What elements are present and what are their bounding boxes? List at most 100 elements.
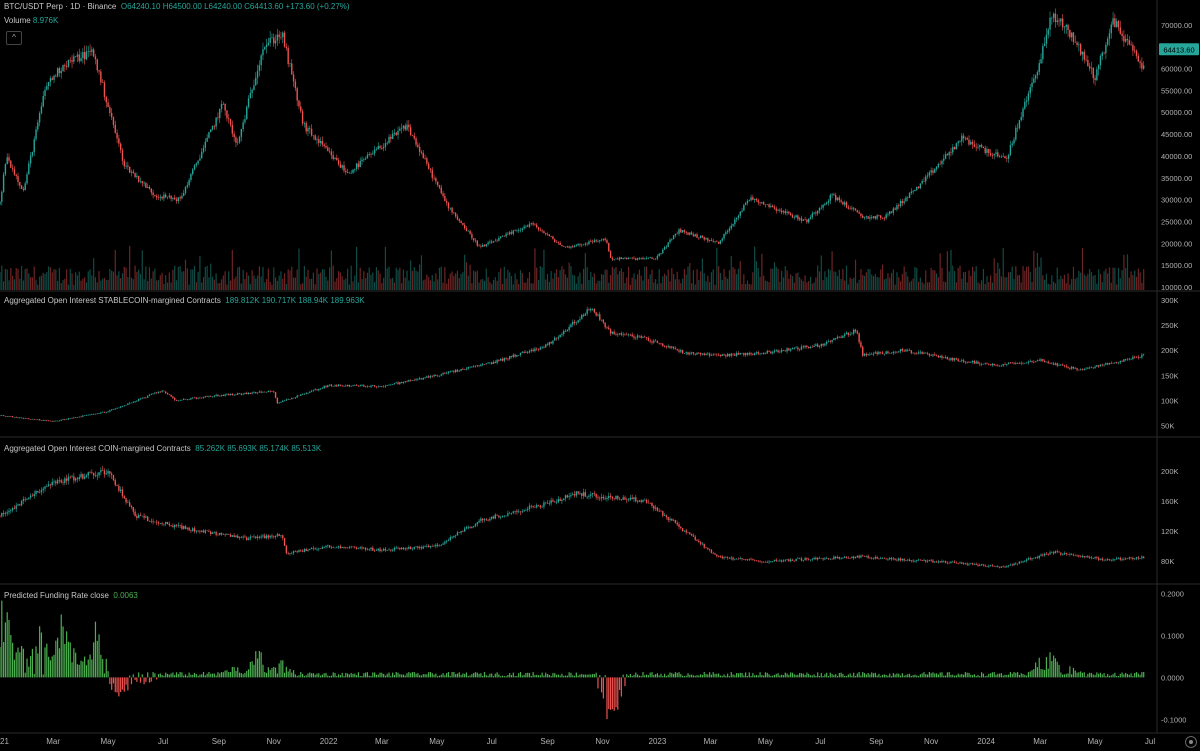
candle-body	[572, 321, 574, 325]
volume-bar	[201, 282, 203, 290]
funding-bar	[123, 677, 125, 692]
candle-body	[1092, 558, 1094, 559]
candle-body	[82, 52, 84, 59]
candle-body	[919, 351, 922, 353]
volume-bar	[404, 277, 406, 290]
candle-body	[65, 478, 68, 481]
funding-bar	[323, 673, 325, 678]
funding-bar	[55, 640, 57, 678]
funding-bar	[858, 671, 860, 678]
candle-body	[1002, 156, 1004, 157]
candle-body	[1000, 156, 1003, 158]
candle-body	[858, 212, 860, 214]
volume-bar	[669, 281, 671, 290]
funding-bar	[476, 672, 478, 678]
candle-body	[1051, 363, 1053, 365]
candle-body	[977, 146, 979, 148]
volume-bar	[727, 278, 729, 290]
candle-body	[635, 337, 637, 339]
candle-body	[561, 245, 563, 246]
volume-bar	[139, 273, 142, 290]
volume-bar	[15, 267, 17, 290]
candle-body	[836, 197, 839, 201]
funding-bar	[220, 672, 223, 678]
funding-bar	[213, 673, 215, 678]
candle-body	[60, 419, 62, 421]
candle-body	[1049, 363, 1051, 365]
candle-body	[692, 535, 695, 537]
volume-bar	[908, 282, 911, 290]
candle-body	[771, 205, 774, 208]
candle-body	[487, 362, 489, 364]
candle-body	[247, 98, 250, 107]
candle-body	[372, 153, 374, 155]
candle-body	[557, 242, 560, 243]
volume-bar	[863, 275, 866, 290]
candle-body	[768, 351, 770, 352]
volume-bar	[1027, 266, 1030, 290]
volume-bar	[365, 278, 367, 290]
candle-body	[146, 516, 149, 522]
candle-body	[550, 500, 552, 504]
candle-body	[237, 142, 239, 143]
candle-body	[1020, 362, 1022, 364]
candle-body	[210, 531, 212, 534]
volume-bar	[525, 282, 527, 290]
funding-bar	[491, 673, 493, 678]
volume-bar	[509, 272, 511, 290]
candle-body	[119, 406, 122, 408]
candle-body	[1058, 20, 1060, 22]
candle-body	[734, 558, 736, 560]
candle-body	[523, 226, 525, 229]
candle-body	[876, 215, 878, 219]
candle-body	[871, 353, 873, 355]
funding-bar	[287, 671, 289, 678]
candle-body	[896, 205, 898, 210]
funding-bar	[701, 674, 704, 678]
candle-body	[822, 204, 824, 208]
candle-body	[498, 359, 500, 361]
volume-bar	[89, 269, 91, 290]
candle-body	[640, 257, 642, 259]
volume-bar	[865, 272, 867, 290]
volume-bar	[889, 277, 891, 290]
volume-bar	[844, 280, 846, 290]
candle-body	[445, 372, 448, 374]
candle-body	[453, 535, 455, 538]
candle-body	[1126, 38, 1129, 41]
candle-body	[325, 386, 327, 388]
candle-body	[118, 138, 120, 144]
volume-bar	[1038, 266, 1040, 290]
candle-body	[109, 410, 111, 412]
funding-bar	[402, 674, 405, 678]
volume-bar	[170, 282, 172, 290]
candle-body	[478, 245, 480, 247]
candle-body	[872, 557, 875, 559]
volume-bar	[1044, 279, 1046, 290]
candle-body	[116, 407, 118, 409]
volume-bar	[3, 281, 5, 290]
candle-body	[690, 352, 693, 353]
volume-bar	[262, 267, 264, 290]
candle-body	[1132, 356, 1134, 360]
candle-body	[175, 199, 178, 202]
candle-body	[1070, 554, 1073, 555]
candle-body	[678, 229, 680, 234]
candle-body	[1015, 363, 1017, 364]
candle-body	[1099, 364, 1102, 367]
candle-body	[1117, 557, 1120, 559]
candle-body	[816, 210, 819, 214]
funding-bar	[195, 674, 197, 678]
candle-body	[584, 243, 587, 245]
candle-body	[219, 395, 221, 397]
candle-body	[1022, 108, 1024, 118]
volume-bar	[116, 275, 118, 290]
candle-body	[451, 371, 453, 372]
candle-body	[424, 158, 426, 159]
candle-body	[979, 564, 981, 566]
volume-bar	[428, 277, 430, 290]
candle-body	[1081, 556, 1084, 557]
candle-body	[28, 418, 30, 420]
funding-bar	[8, 619, 10, 678]
